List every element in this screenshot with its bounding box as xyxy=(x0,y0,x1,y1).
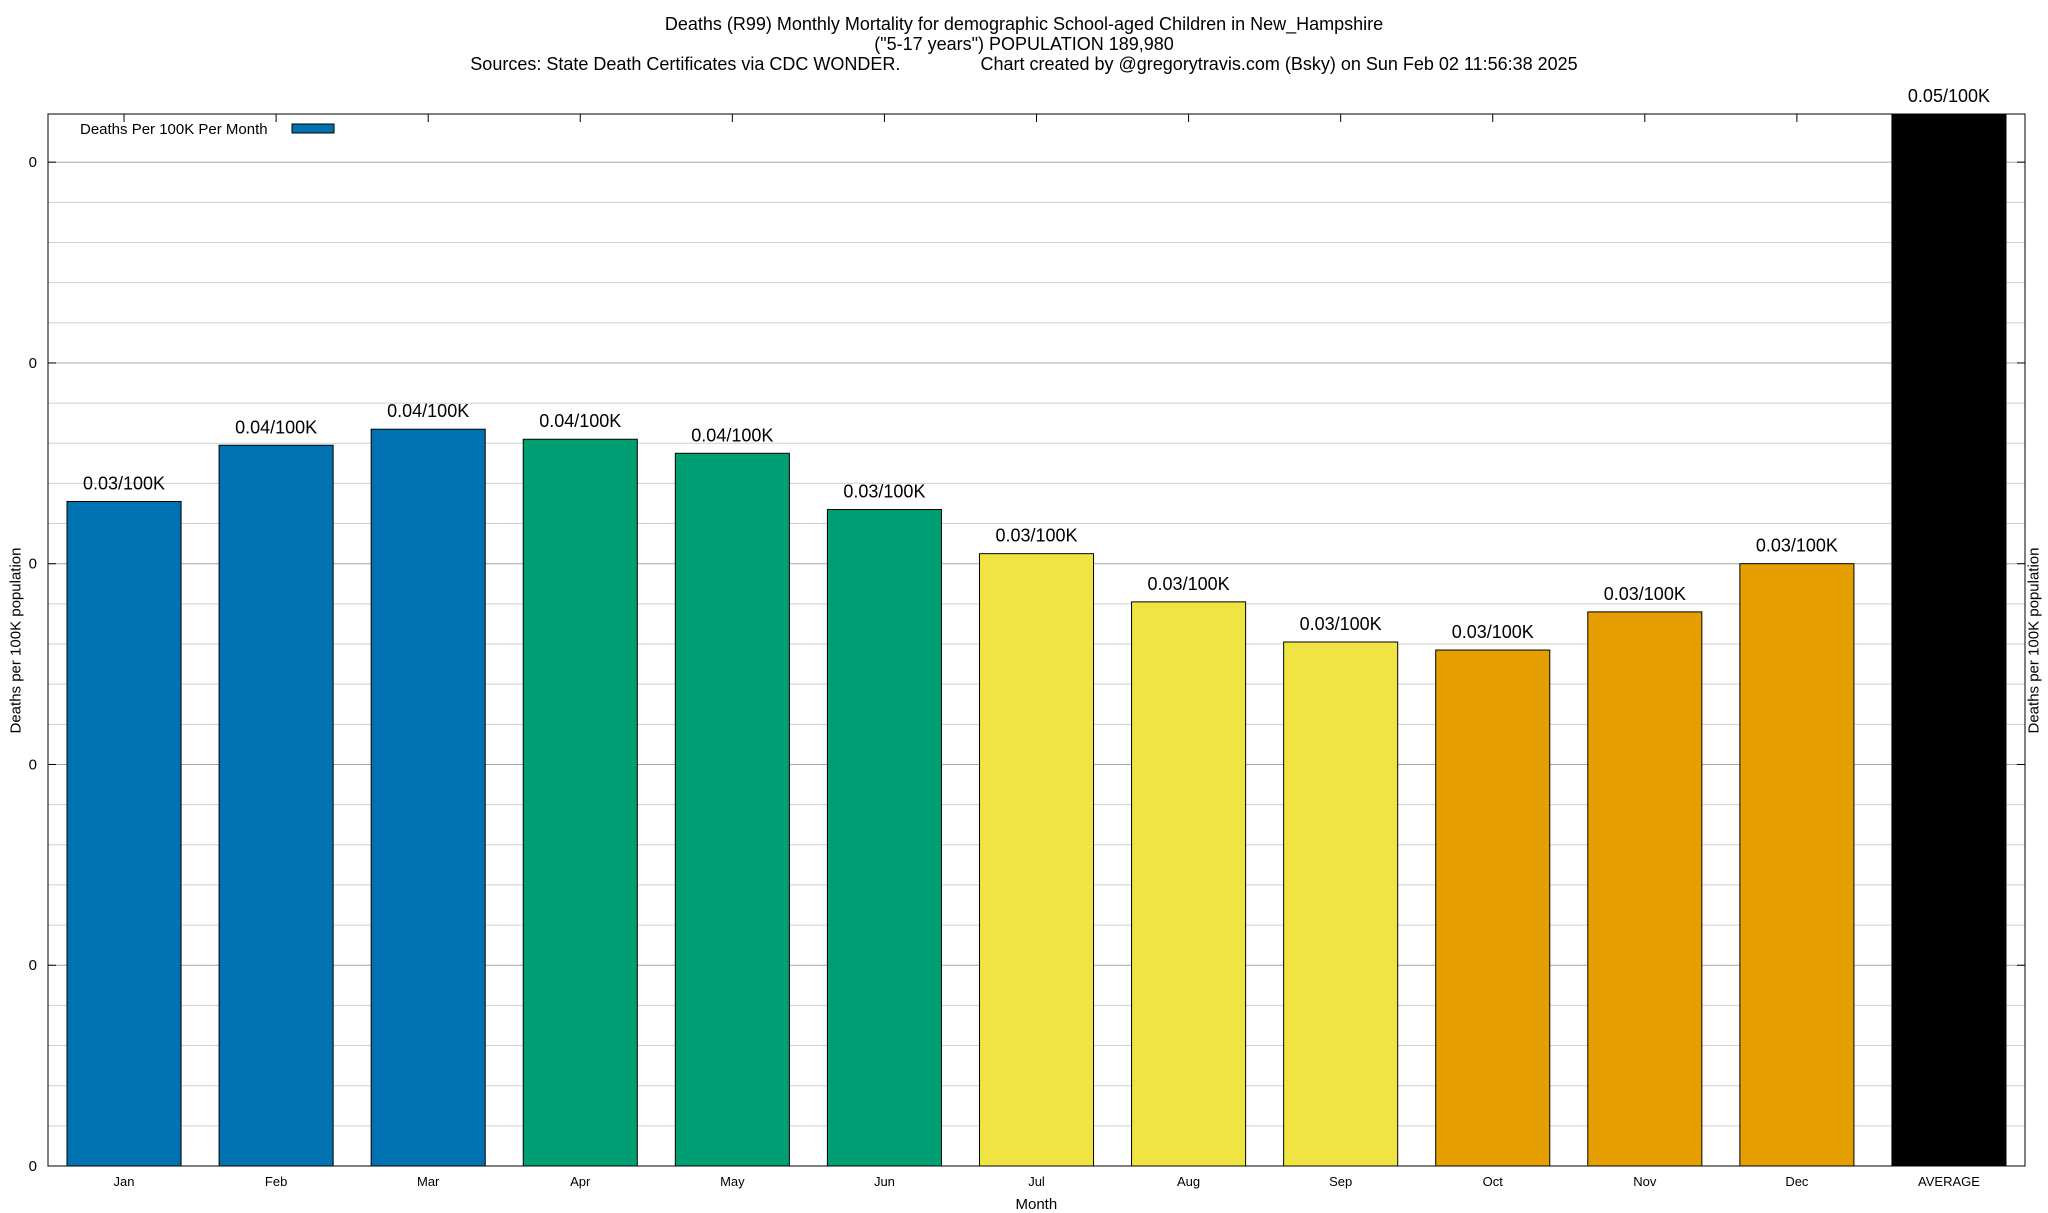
chart-title-line-2: ("5-17 years") POPULATION 189,980 xyxy=(874,34,1174,54)
bar-data-label: 0.03/100K xyxy=(1148,574,1230,594)
bar-data-label: 0.03/100K xyxy=(1756,536,1838,556)
y-axis-label-right: Deaths per 100K population xyxy=(2025,547,2043,733)
y-tick-label: 0 xyxy=(29,756,37,773)
bar-feb xyxy=(218,444,334,1167)
bar-data-label: 0.04/100K xyxy=(539,411,621,431)
bar-jul xyxy=(978,553,1095,1167)
bar-jan xyxy=(66,500,182,1167)
x-tick-label: Dec xyxy=(1785,1174,1809,1189)
y-tick-label: 0 xyxy=(29,957,37,974)
bar-data-label: 0.03/100K xyxy=(83,473,165,493)
bar-data-label: 0.04/100K xyxy=(387,401,469,421)
bar-may xyxy=(674,452,790,1167)
x-tick-label: Nov xyxy=(1633,1174,1657,1189)
x-tick-label: Oct xyxy=(1483,1174,1504,1189)
x-tick-label: Apr xyxy=(570,1174,591,1189)
x-axis-label: Month xyxy=(1015,1196,1058,1213)
bar-aug xyxy=(1131,601,1247,1167)
x-tick-label: Mar xyxy=(417,1174,440,1189)
plot-border xyxy=(47,113,2026,1167)
x-tick-label: Sep xyxy=(1329,1174,1352,1189)
x-tick-label: May xyxy=(720,1174,745,1189)
bar-jun xyxy=(826,509,942,1167)
bar-mar xyxy=(370,428,486,1167)
bar-data-label: 0.05/100K xyxy=(1908,86,1990,106)
bar-data-label: 0.03/100K xyxy=(1452,622,1534,642)
y-tick-label: 0 xyxy=(29,355,37,372)
x-tick-label: Jan xyxy=(114,1174,135,1189)
y-tick-label: 0 xyxy=(29,556,37,573)
bar-data-label: 0.04/100K xyxy=(235,417,317,437)
x-tick-label: Aug xyxy=(1177,1174,1200,1189)
bar-data-label: 0.03/100K xyxy=(1604,584,1686,604)
bar-nov xyxy=(1587,611,1703,1167)
x-tick-label: AVERAGE xyxy=(1918,1174,1980,1189)
y-axis-label-left: Deaths per 100K population xyxy=(7,547,25,733)
bar-data-label: 0.04/100K xyxy=(691,425,773,445)
bar-data-label: 0.03/100K xyxy=(1300,614,1382,634)
x-tick-label: Jun xyxy=(874,1174,895,1189)
chart-source-line: Sources: State Death Certificates via CD… xyxy=(470,54,1578,74)
y-tick-label: 0 xyxy=(29,1158,37,1175)
bar-sep xyxy=(1283,641,1399,1167)
bar-data-label: 0.03/100K xyxy=(995,526,1077,546)
bar-data-label: 0.03/100K xyxy=(843,482,925,502)
bar-average xyxy=(1891,113,2007,1167)
legend-label: Deaths Per 100K Per Month xyxy=(80,121,268,138)
chart-title-line-1: Deaths (R99) Monthly Mortality for demog… xyxy=(664,14,1384,34)
x-tick-label: Feb xyxy=(265,1174,287,1189)
bar-dec xyxy=(1739,563,1855,1167)
bar-oct xyxy=(1435,649,1551,1167)
x-tick-label: Jul xyxy=(1028,1174,1045,1189)
y-tick-label: 0 xyxy=(29,154,37,171)
legend-swatch xyxy=(291,123,335,134)
bar-apr xyxy=(522,438,638,1167)
